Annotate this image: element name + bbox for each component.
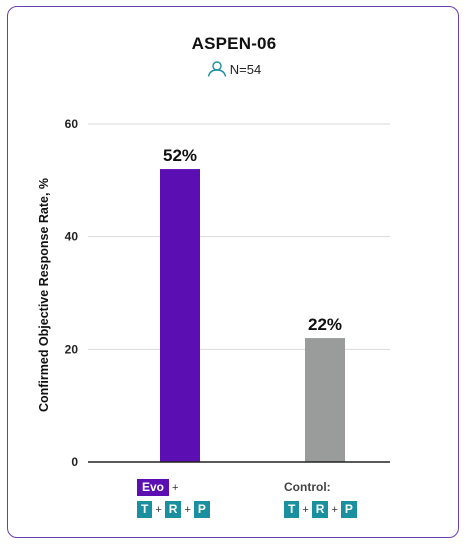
data-label: 22% bbox=[308, 315, 342, 334]
t-tag: T bbox=[137, 501, 153, 518]
sample-size: N=54 bbox=[0, 61, 468, 80]
plus-sign: + bbox=[331, 503, 338, 516]
plus-sign: + bbox=[302, 503, 309, 516]
p-tag: P bbox=[340, 501, 357, 518]
y-tick-label: 0 bbox=[71, 455, 78, 469]
plus-sign: + bbox=[184, 503, 191, 516]
evo-group-label: Evo + T + R + P bbox=[137, 478, 210, 519]
person-icon bbox=[207, 61, 226, 77]
y-tick-label: 60 bbox=[65, 117, 79, 131]
control-label: Control: bbox=[284, 480, 331, 494]
t-tag: T bbox=[284, 501, 300, 518]
data-label: 52% bbox=[163, 146, 197, 165]
sample-size-text: N=54 bbox=[229, 61, 262, 77]
r-tag: R bbox=[311, 501, 329, 518]
bar bbox=[305, 338, 345, 462]
y-tick-label: 20 bbox=[65, 342, 79, 356]
y-tick-label: 40 bbox=[65, 230, 79, 244]
plus-sign: + bbox=[155, 503, 162, 516]
chart-title: ASPEN-06 bbox=[191, 34, 277, 53]
chart-card bbox=[7, 6, 459, 538]
p-tag: P bbox=[193, 501, 210, 518]
bar bbox=[160, 169, 200, 463]
plus-sign: + bbox=[172, 481, 179, 494]
r-tag: R bbox=[164, 501, 182, 518]
evo-tag: Evo bbox=[137, 479, 170, 496]
control-group-label: Control: T + R + P bbox=[284, 478, 357, 519]
